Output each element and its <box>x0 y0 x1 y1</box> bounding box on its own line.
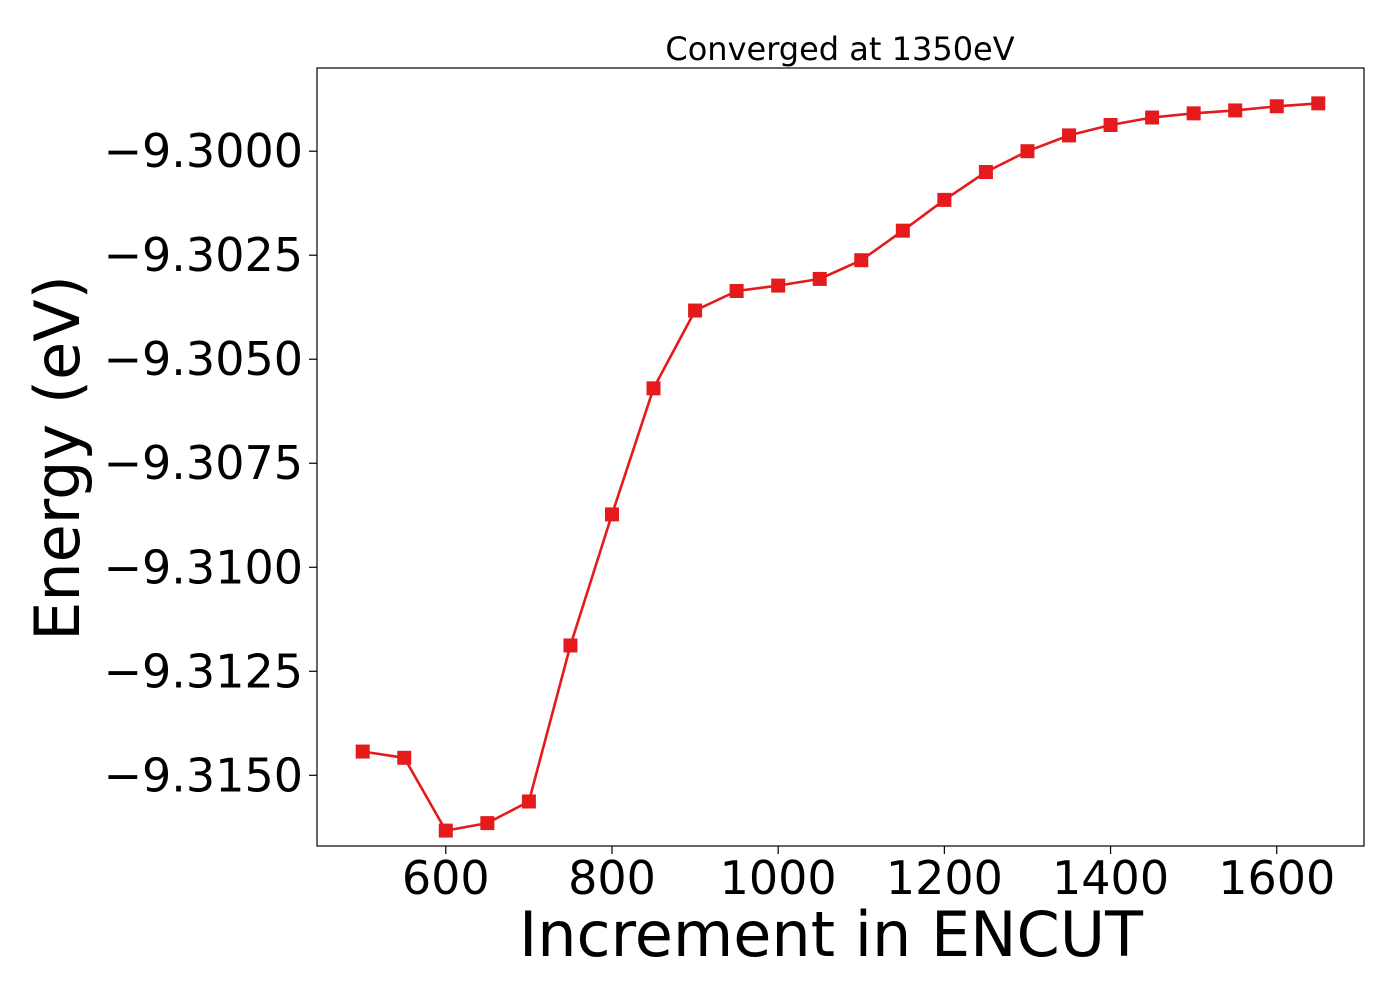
data-point <box>1269 99 1284 114</box>
data-point <box>397 750 412 765</box>
y-tick-label: −9.3000 <box>104 124 304 178</box>
x-tick-label: 1600 <box>1218 851 1335 905</box>
y-tick-label: −9.3125 <box>104 644 304 698</box>
data-point <box>937 192 952 207</box>
data-point <box>978 165 993 180</box>
data-point <box>521 794 536 809</box>
data-point <box>1103 117 1118 132</box>
data-point <box>688 303 703 318</box>
y-tick-label: −9.3075 <box>104 436 304 490</box>
data-point <box>1020 144 1035 159</box>
data-point <box>1062 128 1077 143</box>
data-point <box>812 271 827 286</box>
data-point <box>480 816 495 831</box>
data-point <box>1145 110 1160 125</box>
x-tick-label: 1200 <box>886 851 1003 905</box>
y-tick-label: −9.3025 <box>104 228 304 282</box>
plot-frame <box>316 67 1365 847</box>
data-point <box>604 507 619 522</box>
data-point <box>563 638 578 653</box>
y-tick-label: −9.3050 <box>104 332 304 386</box>
data-point <box>895 223 910 238</box>
data-point <box>438 823 453 838</box>
x-axis: 600 800 1000 1200 1400 1600 <box>402 846 1335 905</box>
y-axis-label: Energy (eV) <box>21 275 94 641</box>
data-point <box>854 253 869 268</box>
series-line <box>362 102 1319 832</box>
data-point <box>1186 106 1201 121</box>
x-tick-label: 800 <box>568 851 656 905</box>
x-tick-label: 1000 <box>720 851 837 905</box>
y-axis: −9.3000 −9.3025 −9.3050 −9.3075 −9.3100 −9.31… <box>104 124 317 802</box>
y-tick-label: −9.3100 <box>104 540 304 594</box>
x-tick-label: 1400 <box>1052 851 1169 905</box>
data-point <box>1311 96 1326 111</box>
data-point <box>1228 103 1243 118</box>
data-point <box>646 381 661 396</box>
plot-area <box>355 96 1326 838</box>
chart-title: Converged at 1350eV <box>665 30 1014 68</box>
data-point <box>355 744 370 759</box>
x-tick-label: 600 <box>402 851 490 905</box>
y-tick-label: −9.3150 <box>104 748 304 802</box>
data-point <box>729 283 744 298</box>
data-point <box>771 278 786 293</box>
x-axis-label: Increment in ENCUT <box>519 898 1144 971</box>
